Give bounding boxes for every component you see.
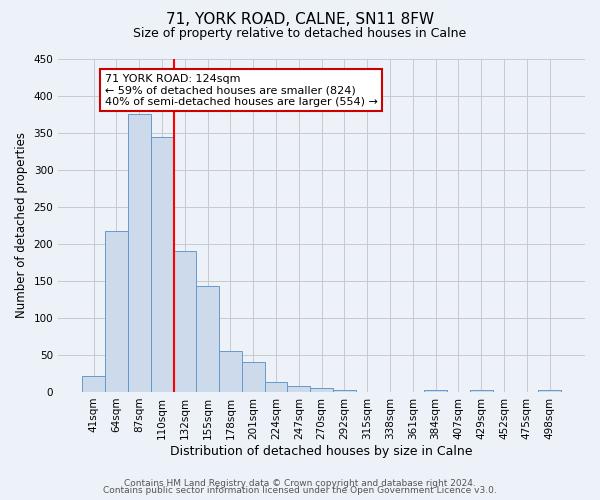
Text: 71, YORK ROAD, CALNE, SN11 8FW: 71, YORK ROAD, CALNE, SN11 8FW: [166, 12, 434, 28]
Bar: [424, 390, 447, 392]
Bar: [310, 388, 333, 392]
Bar: [173, 252, 196, 392]
Y-axis label: Number of detached properties: Number of detached properties: [15, 132, 28, 318]
Bar: [196, 286, 219, 392]
Bar: [265, 382, 287, 392]
Text: Size of property relative to detached houses in Calne: Size of property relative to detached ho…: [133, 28, 467, 40]
Text: Contains HM Land Registry data © Crown copyright and database right 2024.: Contains HM Land Registry data © Crown c…: [124, 478, 476, 488]
Text: Contains public sector information licensed under the Open Government Licence v3: Contains public sector information licen…: [103, 486, 497, 495]
Bar: [82, 376, 105, 392]
Bar: [470, 390, 493, 392]
Bar: [333, 390, 356, 392]
Bar: [242, 362, 265, 392]
Bar: [128, 114, 151, 392]
Bar: [287, 386, 310, 392]
Bar: [151, 136, 173, 392]
Text: 71 YORK ROAD: 124sqm
← 59% of detached houses are smaller (824)
40% of semi-deta: 71 YORK ROAD: 124sqm ← 59% of detached h…: [105, 74, 378, 107]
Bar: [219, 352, 242, 392]
Bar: [538, 390, 561, 392]
Bar: [105, 232, 128, 392]
X-axis label: Distribution of detached houses by size in Calne: Distribution of detached houses by size …: [170, 444, 473, 458]
